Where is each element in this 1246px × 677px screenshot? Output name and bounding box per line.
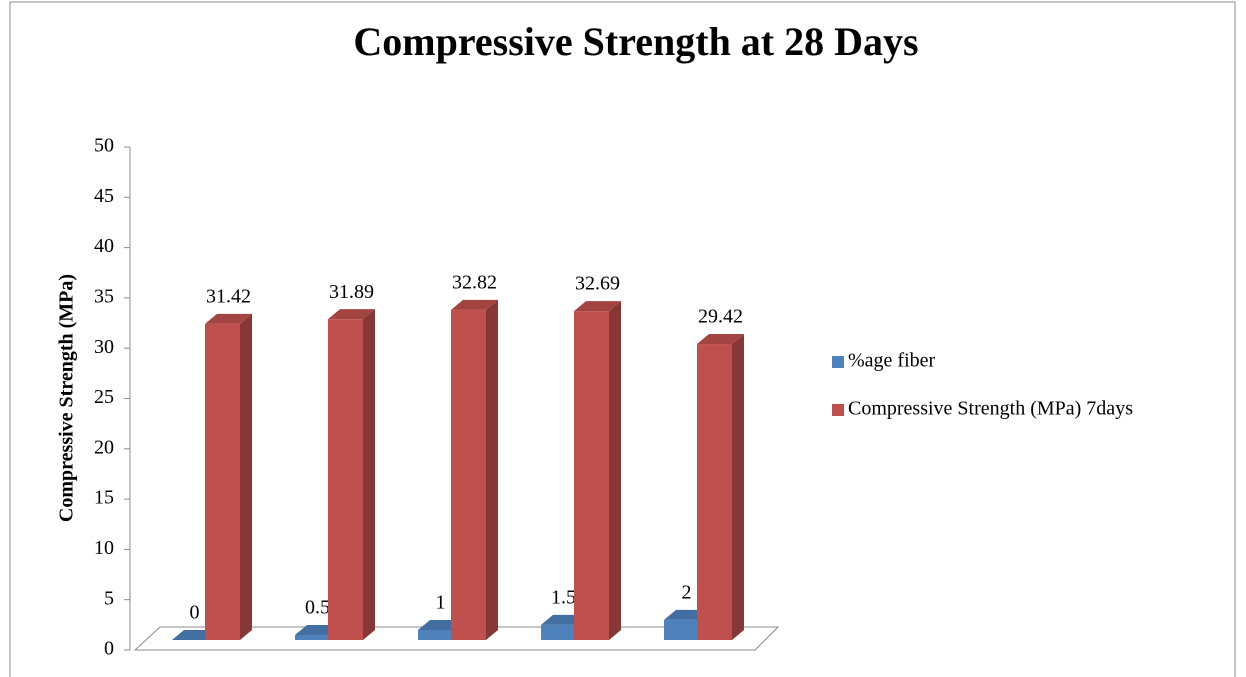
- y-tick-label: 20: [94, 436, 114, 458]
- bar: [328, 319, 363, 640]
- bar-top: [328, 309, 375, 320]
- bar-side: [363, 309, 375, 640]
- bar: [541, 624, 574, 640]
- bar-top: [697, 334, 744, 345]
- chart-title: Compressive Strength at 28 Days: [353, 19, 918, 64]
- y-axis-label: Compressive Strength (MPa): [56, 274, 78, 522]
- bar-top: [205, 313, 252, 324]
- y-tick-label: 15: [94, 487, 114, 509]
- bar: [205, 323, 240, 640]
- bar: [664, 619, 697, 640]
- bar: [451, 309, 486, 640]
- y-tick-label: 5: [104, 587, 114, 609]
- data-label: 29.42: [698, 306, 743, 328]
- y-tick-label: 30: [94, 336, 114, 358]
- bar-side: [486, 299, 498, 640]
- chart-frame: [9, 1, 1236, 677]
- y-tick-label: 45: [94, 185, 114, 207]
- legend-swatch: [832, 404, 844, 416]
- y-tick-label: 50: [94, 135, 114, 157]
- legend-label: Compressive Strength (MPa) 7days: [848, 398, 1133, 420]
- y-tick-label: 40: [94, 235, 114, 257]
- data-label: 2: [682, 581, 692, 603]
- data-label: 32.82: [452, 271, 497, 293]
- data-label: 32.69: [575, 273, 620, 295]
- data-label: 0.5: [305, 597, 330, 619]
- bar-side: [732, 334, 744, 640]
- bar: [418, 629, 451, 640]
- legend-swatch: [832, 356, 844, 368]
- y-tick-label: 35: [94, 285, 114, 307]
- y-tick-label: 10: [94, 537, 114, 559]
- bar: [295, 634, 328, 640]
- legend-label: %age fiber: [848, 350, 936, 372]
- data-label: 0: [190, 602, 200, 624]
- data-label: 31.42: [206, 286, 251, 308]
- bar: [697, 344, 732, 640]
- bar: [574, 311, 609, 640]
- data-label: 1.5: [551, 587, 576, 609]
- y-tick-label: 0: [104, 638, 114, 660]
- bar-top: [574, 301, 621, 312]
- bar-side: [609, 301, 621, 640]
- bar-side: [240, 313, 252, 640]
- y-tick-label: 25: [94, 386, 114, 408]
- bar-top: [451, 299, 498, 310]
- data-label: 31.89: [329, 281, 374, 303]
- data-label: 1: [436, 592, 446, 614]
